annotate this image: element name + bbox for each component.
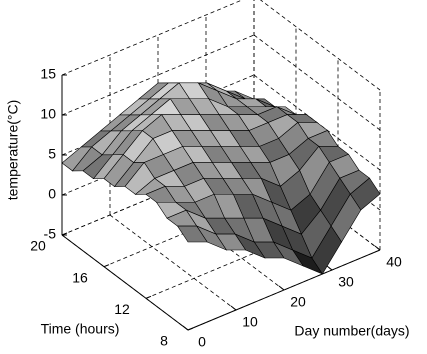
- z-tick-label: -5: [44, 226, 57, 242]
- x-tick-label: 0: [198, 334, 206, 350]
- x-tick-label: 20: [290, 294, 306, 310]
- z-tick-label: 10: [40, 106, 56, 122]
- z-tick-label: 0: [48, 186, 56, 202]
- y-axis-label: Time (hours): [41, 321, 120, 337]
- tick-mark: [187, 327, 194, 331]
- x-tick-label: 10: [242, 314, 258, 330]
- x-axis-label: Day number(days): [294, 323, 409, 339]
- y-tick-label: 20: [30, 238, 46, 254]
- tick-mark: [103, 264, 110, 268]
- tick-mark: [278, 285, 285, 291]
- y-tick-label: 8: [160, 333, 168, 349]
- y-tick-label: 16: [72, 269, 88, 285]
- x-tick-label: 30: [338, 274, 354, 290]
- x-tick-label: 40: [386, 254, 402, 270]
- tick-mark: [374, 245, 381, 251]
- surface-cell: [176, 225, 208, 243]
- y-axis: [61, 234, 189, 331]
- z-tick-label: 15: [40, 66, 56, 82]
- tick-mark: [61, 232, 68, 236]
- tick-mark: [230, 305, 237, 311]
- z-axis-label: temperature(°C): [5, 100, 21, 201]
- z-tick-label: 5: [48, 146, 56, 162]
- tick-mark: [145, 295, 152, 299]
- grid-line: [259, 0, 381, 91]
- tick-mark: [326, 265, 333, 271]
- tick-mark: [182, 325, 189, 331]
- grid-line: [109, 214, 237, 311]
- grid-line: [253, 34, 381, 131]
- y-tick-label: 12: [114, 301, 130, 317]
